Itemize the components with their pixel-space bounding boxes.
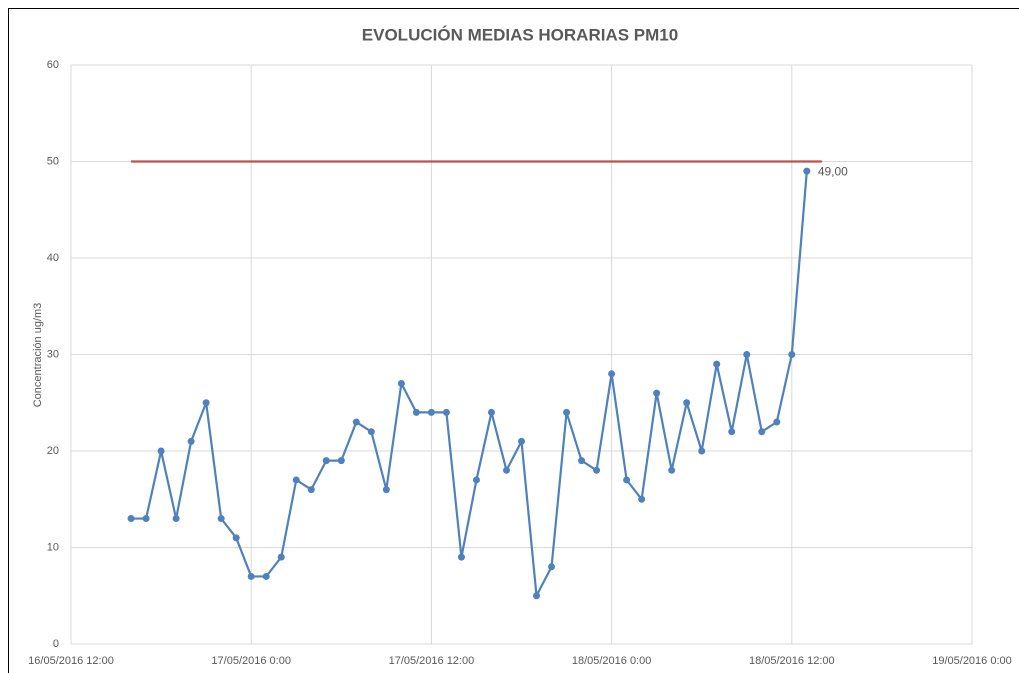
data-line [131, 171, 808, 600]
data-point [472, 476, 480, 484]
data-point [367, 428, 375, 436]
data-point [352, 418, 360, 426]
y-tick-label: 20 [47, 445, 59, 457]
y-tick-label: 40 [47, 252, 59, 264]
data-point [548, 563, 556, 571]
data-point [382, 486, 390, 494]
data-point [142, 515, 150, 523]
data-point [713, 360, 721, 368]
data-point [653, 389, 661, 397]
data-point [187, 437, 195, 445]
chart-title: EVOLUCIÓN MEDIAS HORARIAS PM10 [362, 25, 678, 44]
data-point [758, 428, 766, 436]
x-tick-label: 17/05/2016 12:00 [389, 655, 475, 667]
data-point [247, 572, 255, 580]
data-point [803, 167, 811, 175]
x-tick-label: 17/05/2016 0:00 [211, 655, 291, 667]
data-point [217, 515, 225, 523]
data-point [563, 408, 571, 416]
data-point [337, 457, 345, 465]
x-tick-label: 16/05/2016 12:00 [28, 655, 114, 667]
y-tick-label: 60 [47, 59, 59, 71]
data-point [728, 428, 736, 436]
data-point [533, 592, 541, 600]
data-point [322, 457, 330, 465]
data-point [487, 408, 495, 416]
data-point [427, 408, 435, 416]
data-point [578, 457, 586, 465]
data-point [412, 408, 420, 416]
data-point [277, 553, 285, 561]
x-tick-label: 19/05/2016 0:00 [932, 655, 1012, 667]
data-point [788, 351, 796, 358]
data-point [307, 486, 315, 494]
y-tick-label: 50 [47, 155, 59, 167]
x-tick-label: 18/05/2016 0:00 [572, 655, 652, 667]
data-point [172, 515, 180, 523]
y-axis-label: Concentración ug/m3 [32, 303, 44, 408]
data-label: 49,00 [818, 164, 848, 178]
data-point [127, 515, 135, 523]
data-point [397, 379, 405, 387]
data-point [593, 466, 601, 474]
data-point [608, 370, 616, 378]
data-point [232, 534, 240, 542]
data-point [292, 476, 300, 484]
data-point [262, 572, 270, 580]
x-tick-label: 18/05/2016 12:00 [749, 655, 835, 667]
data-point [698, 447, 706, 455]
data-point [623, 476, 631, 484]
data-point [502, 466, 510, 474]
data-point [668, 466, 676, 474]
data-point [773, 418, 781, 426]
frame [8, 8, 1019, 673]
data-point [683, 399, 691, 407]
data-point [157, 447, 165, 455]
data-point [518, 437, 525, 445]
data-point [202, 399, 210, 407]
y-tick-label: 10 [47, 541, 59, 553]
data-point [743, 351, 751, 358]
data-point [457, 553, 465, 561]
y-tick-label: 0 [53, 638, 59, 650]
y-tick-label: 30 [47, 348, 59, 360]
data-point [442, 408, 450, 416]
data-point [638, 495, 646, 503]
